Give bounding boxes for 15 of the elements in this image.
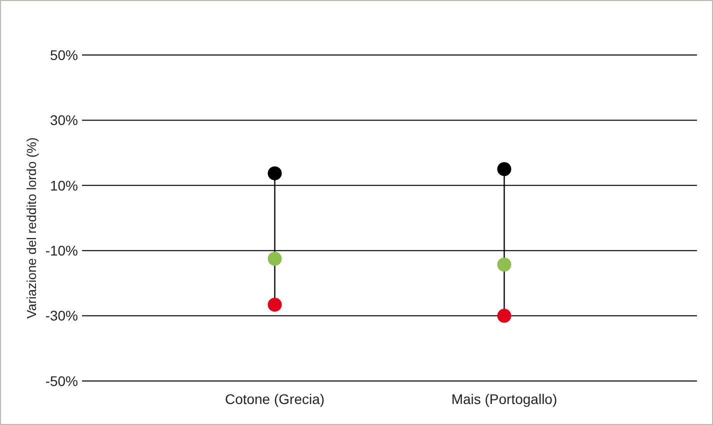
y-tick-label: 30% bbox=[50, 112, 78, 128]
x-tick-label: Cotone (Grecia) bbox=[224, 391, 325, 407]
point bbox=[268, 166, 282, 180]
y-tick-label: -10% bbox=[45, 242, 78, 258]
point bbox=[497, 162, 512, 176]
point bbox=[497, 258, 512, 272]
point bbox=[268, 252, 282, 266]
point bbox=[268, 298, 282, 312]
y-tick-label: -30% bbox=[45, 308, 78, 324]
y-axis-title: Variazione del reddito lordo (%) bbox=[24, 137, 39, 319]
y-tick-label: 10% bbox=[50, 177, 78, 194]
x-tick-label: Mais (Portogallo) bbox=[451, 391, 558, 407]
y-tick-label: 50% bbox=[50, 46, 78, 63]
point bbox=[497, 308, 512, 323]
y-tick-label: -50% bbox=[45, 372, 78, 389]
